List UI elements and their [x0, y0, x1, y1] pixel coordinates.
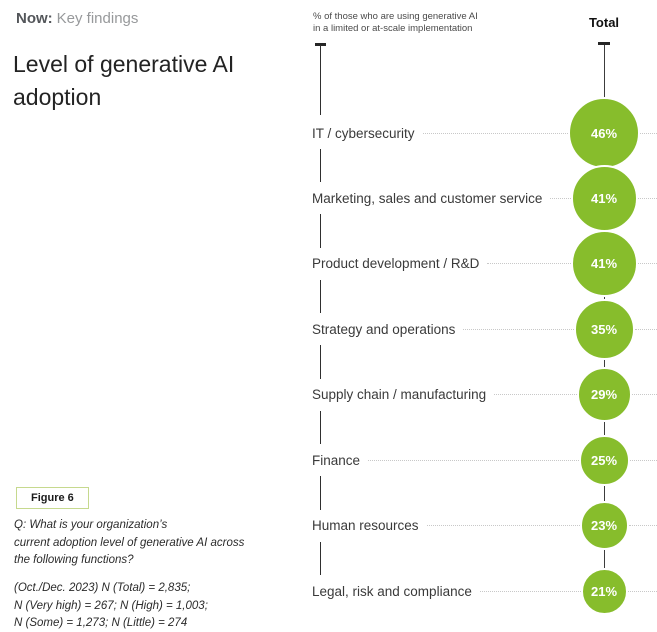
sample-size-footnote: (Oct./Dec. 2023) N (Total) = 2,835; N (V…: [14, 580, 208, 632]
value-bubble: 25%: [578, 434, 630, 486]
dotted-leader-line-right: [628, 525, 657, 527]
left-axis-cap: [315, 43, 326, 46]
left-axis-segment: [320, 279, 321, 314]
sample-line: N (Very high) = 267; N (High) = 1,003;: [14, 599, 208, 612]
total-axis-cap: [598, 42, 610, 45]
eyebrow-prefix: Now:: [16, 10, 53, 27]
figure-badge-label: Figure 6: [31, 492, 74, 504]
dotted-leader-line: [368, 459, 579, 461]
category-label: Human resources: [312, 518, 419, 534]
question-line: Q: What is your organization’s: [14, 519, 168, 531]
chart-row: Marketing, sales and customer service 41%: [312, 162, 657, 234]
chart-row: Legal, risk and compliance 21%: [312, 555, 657, 627]
dotted-leader-line: [494, 394, 577, 396]
category-label: Product development / R&D: [312, 256, 480, 272]
question-line: current adoption level of generative AI …: [14, 536, 245, 549]
eyebrow-rest: Key findings: [56, 10, 139, 27]
chart-row: Product development / R&D 41%: [312, 228, 657, 300]
eyebrow: Now: Key findings: [16, 9, 138, 28]
question-line: the following functions?: [14, 554, 134, 566]
value-label: 41%: [590, 190, 618, 206]
chart-row: Finance 25%: [312, 424, 657, 496]
value-bubble: 46%: [568, 97, 640, 169]
dotted-leader-line: [422, 132, 568, 134]
value-label: 41%: [590, 256, 618, 272]
total-column-header: Total: [588, 15, 620, 30]
dotted-leader-line: [426, 525, 580, 527]
category-label: Legal, risk and compliance: [312, 583, 472, 599]
value-bubble: 23%: [579, 501, 629, 551]
axis-note: % of those who are using generative AI i…: [313, 11, 478, 34]
axis-note-line: in a limited or at-scale implementation: [313, 22, 473, 34]
value-bubble: 29%: [576, 367, 632, 423]
dotted-leader-line-right: [637, 197, 657, 199]
dotted-leader-line-right: [627, 590, 657, 592]
chart-row: Supply chain / manufacturing 29%: [312, 359, 657, 431]
left-axis-segment: [320, 410, 321, 445]
value-bubble: 41%: [570, 164, 638, 232]
category-label: Finance: [312, 452, 361, 468]
page-title: Level of generative AI adoption: [13, 51, 235, 110]
dotted-leader-line-right: [637, 263, 657, 265]
question-footnote: Q: What is your organization’s current a…: [14, 517, 244, 570]
category-label: Supply chain / manufacturing: [312, 387, 487, 403]
dotted-leader-line: [479, 590, 581, 592]
dotted-leader-line: [550, 197, 571, 199]
chart-row: IT / cybersecurity 46%: [312, 97, 657, 169]
value-label: 29%: [590, 387, 618, 403]
left-axis-segment: [320, 541, 321, 575]
left-axis-segment: [320, 45, 321, 115]
sample-line: N (Some) = 1,273; N (Little) = 274: [14, 617, 188, 629]
axis-note-line: % of those who are using generative AI: [313, 11, 478, 22]
category-label: Strategy and operations: [312, 321, 456, 337]
chart-row: Strategy and operations 35%: [312, 293, 657, 365]
dotted-leader-line-right: [629, 459, 657, 461]
dotted-leader-line: [487, 263, 571, 265]
dotted-leader-line-right: [640, 132, 657, 134]
value-label: 46%: [590, 125, 618, 141]
value-bubble: 21%: [580, 567, 628, 615]
value-bubble: 41%: [570, 230, 638, 298]
left-axis-segment: [320, 476, 321, 510]
category-label: IT / cybersecurity: [312, 125, 415, 141]
value-label: 23%: [590, 518, 618, 534]
value-label: 35%: [590, 321, 618, 337]
value-bubble: 35%: [573, 298, 635, 360]
left-axis-segment: [320, 214, 321, 248]
chart-row: Human resources 23%: [312, 490, 657, 562]
left-axis-segment: [320, 345, 321, 379]
value-label: 21%: [590, 583, 618, 599]
dotted-leader-line: [463, 328, 574, 330]
dotted-leader-line-right: [631, 394, 657, 396]
sample-line: (Oct./Dec. 2023) N (Total) = 2,835;: [14, 582, 191, 594]
figure-badge: Figure 6: [16, 487, 89, 509]
dotted-leader-line-right: [634, 328, 657, 330]
category-label: Marketing, sales and customer service: [312, 190, 543, 206]
left-axis-segment: [320, 149, 321, 183]
value-label: 25%: [590, 452, 618, 468]
